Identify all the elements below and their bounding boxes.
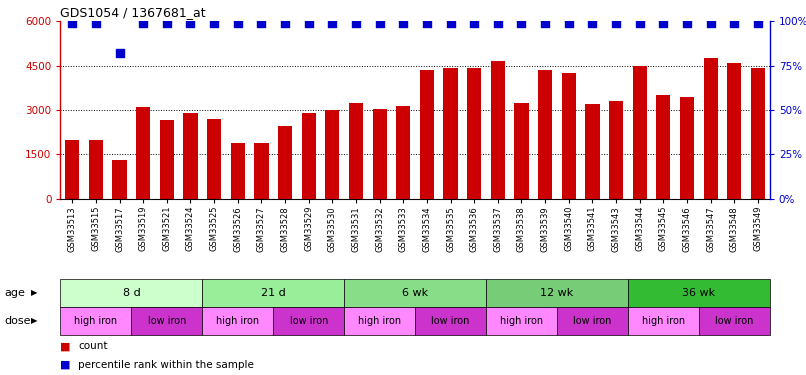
Bar	[420, 70, 434, 199]
Text: low iron: low iron	[289, 316, 328, 326]
Bar	[727, 63, 742, 199]
Text: 21 d: 21 d	[261, 288, 285, 298]
Point	[680, 20, 693, 26]
Text: ▶: ▶	[31, 316, 37, 326]
Bar	[443, 69, 458, 199]
Bar	[113, 160, 127, 199]
Text: low iron: low iron	[431, 316, 470, 326]
Bar	[160, 120, 174, 199]
Bar	[136, 107, 150, 199]
Text: dose: dose	[4, 316, 31, 326]
Text: high iron: high iron	[74, 316, 118, 326]
Text: 8 d: 8 d	[123, 288, 140, 298]
Bar	[372, 108, 387, 199]
Text: ■: ■	[60, 341, 71, 351]
Point	[563, 20, 575, 26]
Bar	[751, 69, 765, 199]
Bar	[562, 73, 575, 199]
Bar	[326, 110, 339, 199]
Bar	[514, 103, 529, 199]
Bar	[278, 126, 292, 199]
Point	[113, 50, 126, 56]
Bar	[467, 69, 481, 199]
Text: 12 wk: 12 wk	[540, 288, 574, 298]
Text: ▶: ▶	[31, 288, 37, 297]
Point	[326, 20, 339, 26]
Bar	[349, 103, 363, 199]
Point	[255, 20, 268, 26]
Point	[492, 20, 505, 26]
Text: low iron: low iron	[715, 316, 754, 326]
Point	[586, 20, 599, 26]
Bar	[609, 101, 623, 199]
Bar	[491, 61, 505, 199]
Point	[538, 20, 551, 26]
Text: high iron: high iron	[216, 316, 260, 326]
Bar	[538, 70, 552, 199]
Text: low iron: low iron	[147, 316, 186, 326]
Bar	[633, 66, 646, 199]
Text: 36 wk: 36 wk	[682, 288, 716, 298]
Bar	[207, 119, 221, 199]
Point	[728, 20, 741, 26]
Bar	[656, 95, 671, 199]
Text: high iron: high iron	[500, 316, 543, 326]
Point	[751, 20, 764, 26]
Point	[89, 20, 102, 26]
Point	[657, 20, 670, 26]
Point	[184, 20, 197, 26]
Point	[704, 20, 717, 26]
Bar	[65, 140, 79, 199]
Bar	[184, 113, 197, 199]
Bar	[397, 105, 410, 199]
Point	[350, 20, 363, 26]
Bar	[585, 104, 600, 199]
Bar	[89, 140, 103, 199]
Point	[302, 20, 315, 26]
Text: age: age	[4, 288, 25, 298]
Text: 6 wk: 6 wk	[402, 288, 428, 298]
Bar	[680, 97, 694, 199]
Point	[467, 20, 480, 26]
Text: percentile rank within the sample: percentile rank within the sample	[78, 360, 254, 370]
Point	[609, 20, 622, 26]
Text: low iron: low iron	[573, 316, 612, 326]
Point	[279, 20, 292, 26]
Bar	[255, 142, 268, 199]
Point	[66, 20, 79, 26]
Text: high iron: high iron	[358, 316, 401, 326]
Text: high iron: high iron	[642, 316, 685, 326]
Text: ■: ■	[60, 360, 71, 370]
Text: GDS1054 / 1367681_at: GDS1054 / 1367681_at	[60, 6, 206, 19]
Point	[421, 20, 434, 26]
Bar	[301, 113, 316, 199]
Point	[397, 20, 409, 26]
Point	[160, 20, 173, 26]
Point	[208, 20, 221, 26]
Point	[373, 20, 386, 26]
Point	[444, 20, 457, 26]
Point	[515, 20, 528, 26]
Text: count: count	[78, 341, 108, 351]
Point	[231, 20, 244, 26]
Bar	[704, 58, 717, 199]
Bar	[231, 142, 245, 199]
Point	[137, 20, 150, 26]
Point	[634, 20, 646, 26]
